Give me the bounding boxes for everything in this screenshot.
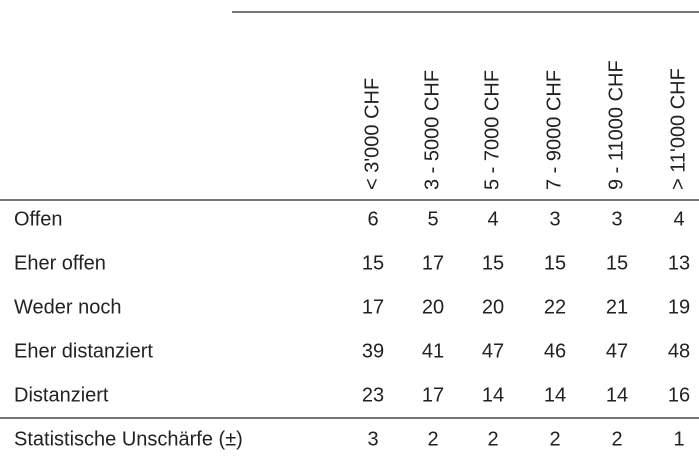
row-label: Offen — [14, 208, 63, 230]
cell: 4 — [673, 208, 684, 230]
row-label: Statistische Unschärfe (±) — [14, 428, 243, 450]
column-header: 3 - 5000 CHF — [421, 70, 443, 190]
cell: 21 — [606, 296, 628, 318]
column-header: 5 - 7000 CHF — [481, 70, 503, 190]
cell: 3 — [611, 208, 622, 230]
cell: 46 — [544, 340, 566, 362]
cell: 15 — [544, 252, 566, 274]
cell: 17 — [422, 252, 444, 274]
cell: 3 — [367, 428, 378, 450]
cell: 16 — [668, 384, 690, 406]
cell: 20 — [422, 296, 444, 318]
cell: 39 — [362, 340, 384, 362]
cell: 13 — [668, 252, 690, 274]
cell: 47 — [482, 340, 504, 362]
cell: 48 — [668, 340, 690, 362]
cell: 3 — [549, 208, 560, 230]
row-label: Eher distanziert — [14, 340, 153, 362]
cell: 41 — [422, 340, 444, 362]
cell: 20 — [482, 296, 504, 318]
column-header: 9 - 11000 CHF — [605, 60, 627, 190]
cell: 47 — [606, 340, 628, 362]
row-label: Distanziert — [14, 384, 109, 406]
cell: 19 — [668, 296, 690, 318]
cell: 2 — [427, 428, 438, 450]
cell: 15 — [606, 252, 628, 274]
cell: 1 — [673, 428, 684, 450]
cell: 23 — [362, 384, 384, 406]
cell: 17 — [362, 296, 384, 318]
cell: 6 — [367, 208, 378, 230]
cell: 5 — [427, 208, 438, 230]
column-header: 7 - 9000 CHF — [543, 70, 565, 190]
cell: 15 — [482, 252, 504, 274]
cell: 2 — [487, 428, 498, 450]
cell: 14 — [482, 384, 504, 406]
cell: 15 — [362, 252, 384, 274]
cell: 14 — [544, 384, 566, 406]
cell: 17 — [422, 384, 444, 406]
cell: 14 — [606, 384, 628, 406]
row-label: Eher offen — [14, 252, 106, 274]
cell: 2 — [611, 428, 622, 450]
row-label: Weder noch — [14, 296, 121, 318]
column-header: < 3'000 CHF — [361, 78, 383, 190]
cell: 4 — [487, 208, 498, 230]
column-header: > 11'000 CHF — [667, 68, 689, 190]
cell: 2 — [549, 428, 560, 450]
cell: 22 — [544, 296, 566, 318]
